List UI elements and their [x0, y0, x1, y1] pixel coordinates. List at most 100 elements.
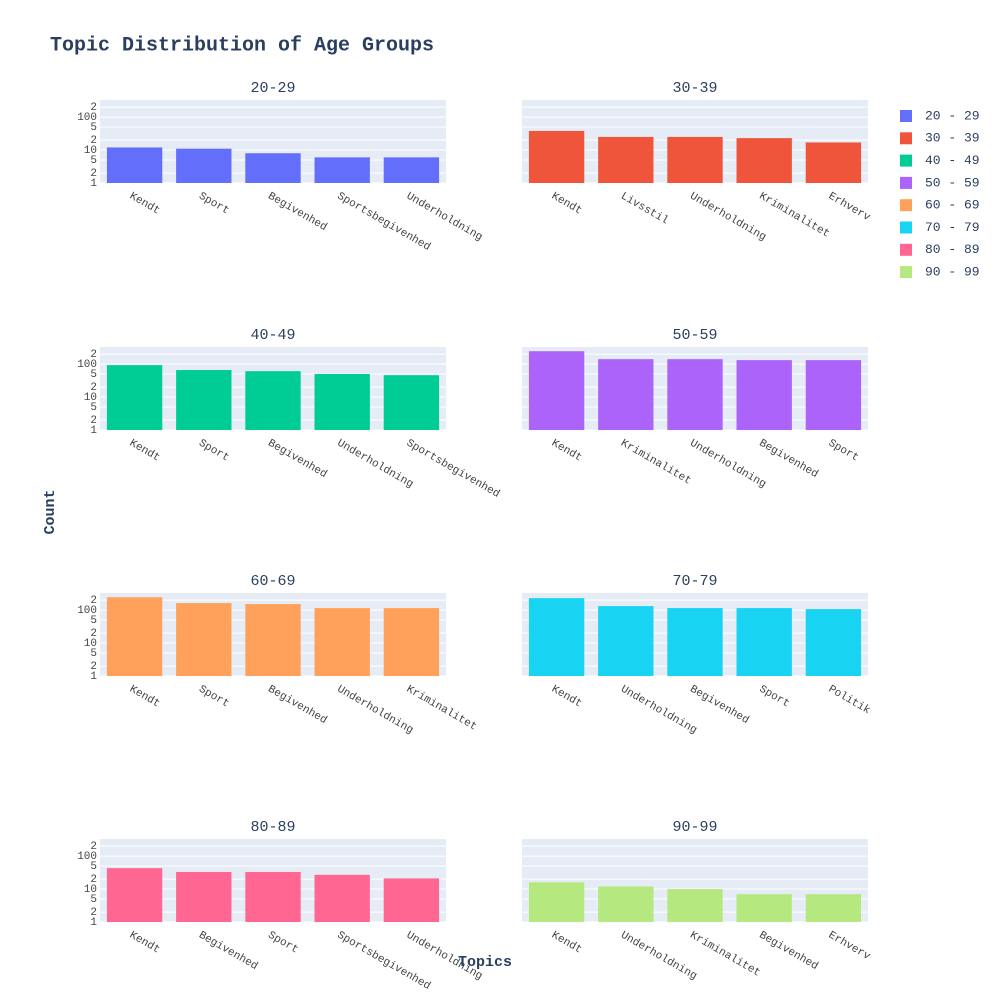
- x-tick-label: Begivenhed: [196, 930, 259, 973]
- bar: [106, 868, 163, 922]
- bar: [245, 604, 301, 676]
- bar: [176, 370, 232, 430]
- bar: [314, 608, 370, 676]
- bar: [667, 136, 723, 183]
- legend-swatch: [900, 110, 912, 122]
- x-tick-label: Livsstil: [618, 191, 670, 228]
- subplot-title: 20-29: [250, 80, 295, 97]
- bar: [528, 598, 585, 676]
- subplot-title: 30-39: [672, 80, 717, 97]
- x-tick-label: Begivenhed: [266, 438, 329, 481]
- bar: [805, 142, 862, 183]
- y-tick-label: 100: [77, 112, 97, 124]
- subplot-title: 70-79: [672, 573, 717, 590]
- y-tick-label: 10: [84, 145, 97, 157]
- bar: [736, 608, 792, 676]
- y-tick-label: 10: [84, 884, 97, 896]
- bar: [106, 147, 163, 183]
- y-tick-label: 5: [90, 155, 97, 167]
- y-tick-label: 2: [90, 595, 97, 607]
- y-tick-label: 2: [90, 135, 97, 147]
- legend-label: 30 - 39: [925, 131, 980, 146]
- bar: [176, 603, 232, 676]
- bar: [528, 882, 585, 922]
- bar: [667, 359, 723, 430]
- x-tick-label: Erhverv: [826, 191, 872, 225]
- bar: [106, 597, 163, 676]
- bar: [598, 886, 654, 922]
- x-tick-label: Kendt: [549, 191, 584, 218]
- legend-label: 60 - 69: [925, 198, 980, 213]
- x-tick-label: Begivenhed: [757, 930, 820, 973]
- y-tick-label: 2: [90, 661, 97, 673]
- bar: [106, 365, 163, 430]
- x-tick-label: Begivenhed: [688, 684, 751, 727]
- subplot-title: 50-59: [672, 327, 717, 344]
- bar: [598, 136, 654, 183]
- bar: [176, 148, 232, 183]
- subplot-title: 80-89: [250, 819, 295, 836]
- bar: [383, 608, 440, 676]
- x-tick-label: Underholdning: [335, 684, 415, 737]
- legend-swatch: [900, 199, 912, 212]
- bar: [805, 894, 862, 922]
- legend-swatch: [900, 132, 912, 145]
- x-tick-label: Underholdning: [335, 438, 415, 491]
- bar: [383, 157, 440, 183]
- y-tick-label: 5: [90, 894, 97, 906]
- x-tick-label: Sport: [757, 684, 792, 711]
- y-tick-label: 2: [90, 102, 97, 114]
- y-tick-label: 100: [77, 605, 97, 617]
- y-tick-label: 1: [90, 917, 97, 929]
- x-tick-label: Erhverv: [826, 930, 872, 964]
- legend-swatch: [900, 221, 912, 234]
- x-tick-label: Sport: [196, 684, 231, 711]
- bar: [176, 871, 232, 922]
- bar: [314, 374, 370, 430]
- legend-label: 70 - 79: [925, 220, 980, 235]
- bar: [245, 153, 301, 183]
- y-tick-label: 2: [90, 841, 97, 853]
- legend-swatch: [900, 154, 912, 167]
- x-tick-label: Sport: [196, 191, 231, 218]
- legend-label: 20 - 29: [925, 108, 980, 123]
- x-tick-label: Underholdning: [688, 191, 768, 244]
- x-tick-label: Underholdning: [688, 438, 768, 491]
- x-tick-label: Kendt: [549, 930, 584, 957]
- bar: [245, 371, 301, 430]
- bar: [528, 130, 585, 183]
- x-axis-title: Topics: [458, 954, 512, 971]
- legend-swatch: [900, 243, 912, 256]
- bar: [667, 608, 723, 676]
- y-tick-label: 5: [90, 648, 97, 660]
- y-tick-label: 2: [90, 382, 97, 394]
- y-tick-label: 5: [90, 369, 97, 381]
- bar: [805, 609, 862, 676]
- x-tick-label: Kendt: [549, 438, 584, 465]
- y-tick-label: 10: [84, 638, 97, 650]
- x-tick-label: Kendt: [127, 438, 162, 465]
- y-tick-label: 100: [77, 851, 97, 863]
- legend-label: 80 - 89: [925, 242, 980, 257]
- bar: [736, 894, 792, 922]
- x-tick-label: Begivenhed: [266, 684, 329, 727]
- x-tick-label: Kriminalitet: [618, 438, 693, 488]
- y-tick-label: 2: [90, 907, 97, 919]
- x-tick-label: Kendt: [127, 930, 162, 957]
- y-tick-label: 100: [77, 359, 97, 371]
- legend-swatch: [900, 176, 912, 189]
- x-tick-label: Sportsbegivenhed: [404, 438, 501, 501]
- x-tick-label: Sport: [196, 438, 231, 465]
- bar: [245, 871, 301, 922]
- bar: [383, 878, 440, 922]
- bar: [667, 889, 723, 922]
- x-tick-label: Underholdning: [618, 684, 698, 737]
- subplot-title: 90-99: [672, 819, 717, 836]
- y-tick-label: 1: [90, 671, 97, 683]
- x-tick-label: Underholdning: [618, 930, 698, 983]
- subplot-title: 40-49: [250, 327, 295, 344]
- y-tick-label: 5: [90, 122, 97, 134]
- x-tick-label: Sport: [826, 438, 861, 465]
- bar: [383, 375, 440, 430]
